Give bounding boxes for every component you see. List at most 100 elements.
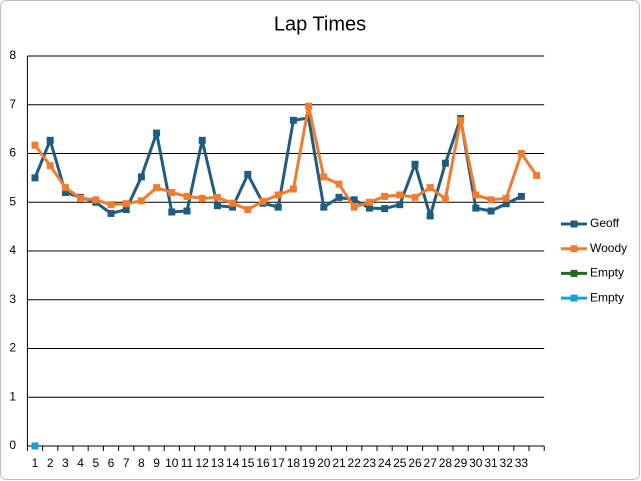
- data-point: [502, 200, 510, 208]
- legend-marker: [570, 294, 578, 302]
- x-tick-label: 28: [439, 456, 453, 470]
- y-tick-label: 8: [9, 48, 16, 62]
- data-point: [289, 116, 297, 124]
- y-tick-label: 1: [9, 389, 16, 403]
- data-point: [244, 206, 252, 214]
- data-point: [365, 198, 373, 206]
- data-point: [426, 212, 434, 220]
- data-point: [426, 184, 434, 192]
- y-tick-label: 2: [9, 341, 16, 355]
- data-point: [31, 442, 39, 450]
- data-point: [274, 203, 282, 211]
- data-point: [305, 102, 313, 110]
- data-point: [198, 136, 206, 144]
- data-point: [229, 203, 237, 211]
- y-tick-label: 0: [9, 438, 16, 452]
- x-tick-label: 29: [454, 456, 468, 470]
- x-tick-label: 15: [241, 456, 255, 470]
- data-point: [320, 173, 328, 181]
- data-point: [61, 184, 69, 192]
- x-tick-label: 3: [62, 456, 69, 470]
- data-point: [244, 170, 252, 178]
- x-tick-label: 2: [47, 456, 54, 470]
- data-point: [107, 201, 115, 209]
- x-tick-label: 24: [378, 456, 392, 470]
- data-point: [274, 191, 282, 199]
- data-point: [411, 160, 419, 168]
- x-tick-label: 11: [181, 456, 194, 470]
- data-point: [457, 116, 465, 124]
- data-point: [396, 201, 404, 209]
- data-point: [46, 162, 54, 170]
- data-point: [411, 193, 419, 201]
- y-tick-label: 5: [9, 194, 16, 208]
- data-point: [517, 150, 525, 157]
- x-tick-label: 33: [515, 456, 529, 470]
- data-point: [168, 208, 176, 216]
- data-point: [350, 203, 358, 211]
- x-tick-label: 7: [123, 456, 130, 470]
- x-tick-label: 32: [500, 456, 514, 470]
- x-tick-label: 14: [226, 456, 240, 470]
- legend-marker: [570, 269, 578, 277]
- data-point: [122, 206, 130, 214]
- x-tick-label: 25: [393, 456, 407, 470]
- data-point: [365, 204, 373, 212]
- data-point: [46, 136, 54, 144]
- legend-label: Empty: [590, 290, 624, 304]
- x-tick-label: 16: [256, 456, 270, 470]
- data-point: [472, 191, 480, 199]
- y-tick-label: 4: [9, 243, 16, 257]
- x-tick-label: 30: [469, 456, 483, 470]
- x-tick-label: 6: [108, 456, 115, 470]
- data-point: [441, 195, 449, 203]
- x-tick-label: 9: [153, 456, 160, 470]
- x-tick-label: 13: [211, 456, 225, 470]
- data-point: [396, 191, 404, 199]
- legend-marker: [570, 220, 578, 228]
- data-point: [31, 174, 39, 182]
- data-point: [122, 200, 130, 208]
- x-tick-label: 23: [363, 456, 377, 470]
- y-tick-label: 6: [9, 146, 16, 160]
- data-point: [77, 194, 85, 202]
- x-tick-label: 10: [165, 456, 179, 470]
- x-tick-label: 31: [484, 456, 498, 470]
- data-point: [289, 185, 297, 193]
- data-point: [213, 193, 221, 201]
- data-point: [229, 199, 237, 207]
- data-point: [183, 192, 191, 200]
- data-point: [441, 159, 449, 167]
- x-tick-label: 17: [272, 456, 286, 470]
- chart-title: Lap Times: [274, 13, 366, 35]
- x-tick-label: 26: [408, 456, 422, 470]
- x-tick-label: 5: [92, 456, 99, 470]
- legend-label: Geoff: [590, 216, 620, 230]
- data-point: [320, 203, 328, 211]
- data-point: [61, 189, 69, 196]
- x-tick-label: 21: [332, 456, 346, 470]
- x-tick-label: 8: [138, 456, 145, 470]
- x-tick-label: 12: [196, 456, 210, 470]
- data-point: [487, 196, 495, 204]
- data-point: [335, 193, 343, 201]
- data-point: [153, 129, 161, 137]
- data-point: [107, 209, 115, 217]
- data-point: [487, 207, 495, 215]
- data-point: [137, 173, 145, 181]
- y-tick-label: 7: [9, 97, 16, 111]
- x-tick-label: 20: [317, 456, 331, 470]
- data-point: [305, 114, 313, 122]
- data-point: [153, 184, 161, 192]
- data-point: [472, 204, 480, 212]
- data-point: [335, 180, 343, 188]
- x-tick-label: 22: [348, 456, 362, 470]
- data-point: [31, 141, 39, 149]
- x-tick-label: 18: [287, 456, 301, 470]
- legend-label: Empty: [590, 266, 624, 280]
- x-tick-label: 4: [77, 456, 84, 470]
- data-point: [533, 171, 541, 179]
- data-point: [259, 197, 267, 205]
